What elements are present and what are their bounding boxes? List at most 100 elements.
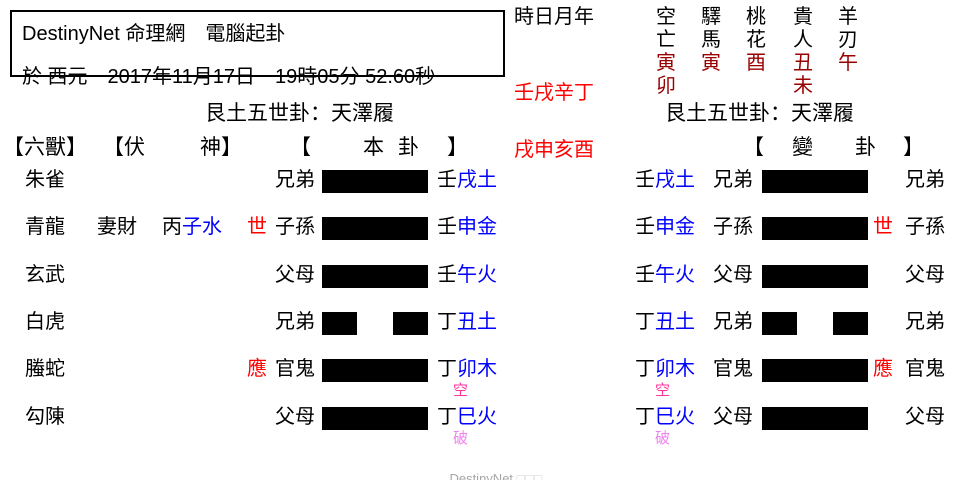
shensha-branches: 酉 — [746, 52, 766, 74]
branch-element: 戌土 — [457, 169, 497, 191]
shensha-label: 空亡 — [656, 6, 676, 51]
branch-element: 申金 — [655, 216, 695, 238]
shi-ying-mark: 世 — [247, 216, 267, 238]
stem-char: 壬 — [635, 169, 655, 191]
header-biangua-token: 【 — [743, 136, 764, 159]
header-bengua-token: 【 — [290, 136, 311, 159]
bengua-row-5: 勾陳 父母 丁 巳火 破 — [0, 405, 960, 447]
hidden-spirit-branch: 子水 — [182, 216, 222, 238]
biangua-row-4: 丁 卯木 空 官鬼 應 官鬼 — [0, 357, 960, 399]
relative-label: 官鬼 — [275, 358, 315, 380]
yao-line-bar — [762, 407, 868, 430]
branch-element: 丑土 — [655, 311, 695, 333]
watermark-tofu-boxes: □□□ — [516, 470, 544, 480]
yao-line-bar — [762, 312, 868, 335]
branch-element: 卯木 — [655, 358, 695, 380]
po-flag: 破 — [453, 430, 469, 447]
stem-char: 壬 — [635, 216, 655, 238]
yao-line-bar — [762, 170, 868, 193]
bengua-row-1: 青龍 妻財 丙 子水 世 子孫 壬 申金 — [0, 215, 960, 245]
shensha-column-yima: 驛馬 寅 — [700, 6, 722, 75]
relative-label: 父母 — [275, 406, 315, 428]
yao-line-bar — [322, 312, 428, 335]
six-beast-label: 螣蛇 — [25, 358, 65, 380]
bengua-row-3: 白虎 兄弟 丁 丑土 — [0, 310, 960, 340]
biangua-row-5: 丁 巳火 破 父母 父母 — [0, 405, 960, 447]
relative-label: 父母 — [275, 264, 315, 286]
header-hidden-spirit-open: 【伏 — [103, 136, 145, 159]
shensha-branches: 寅卯 — [656, 52, 676, 97]
header-hidden-spirit-close: 神】 — [200, 136, 242, 159]
branch-element: 申金 — [457, 216, 497, 238]
hidden-spirit-stem: 丙 — [162, 216, 182, 238]
bengua-title: 艮土五世卦：天澤履 — [205, 102, 394, 125]
shi-ying-mark: 應 — [873, 358, 893, 380]
cast-datetime: 於 西元 2017年11月17日 19時05分 52.60秒 — [22, 66, 436, 88]
yao-line-bar — [762, 217, 868, 240]
relative-label-right: 官鬼 — [905, 358, 945, 380]
header-bengua-token: 本 — [363, 136, 384, 159]
stem-char: 壬 — [437, 216, 457, 238]
shensha-label: 桃花 — [746, 6, 766, 51]
relative-label: 子孫 — [275, 216, 315, 238]
biangua-row-1: 壬 申金 子孫 世 子孫 — [0, 215, 960, 245]
branch-element: 卯木 — [457, 358, 497, 380]
branch-element: 戌土 — [655, 169, 695, 191]
relative-label-right: 子孫 — [905, 216, 945, 238]
time-pillars-branches: 戌申亥酉 — [514, 139, 594, 161]
header-biangua-token: 變 — [792, 136, 813, 159]
relative-label: 兄弟 — [275, 169, 315, 191]
po-flag: 破 — [655, 430, 671, 447]
shensha-branches: 丑未 — [793, 52, 813, 97]
branch-element: 巳火 — [457, 406, 497, 428]
relative-label: 兄弟 — [713, 169, 753, 191]
header-biangua-token: 】 — [903, 136, 924, 159]
hidden-spirit-relative: 妻財 — [97, 216, 137, 238]
time-pillars-stems: 壬戌辛丁 — [514, 82, 594, 104]
kongwang-flag: 空 — [453, 382, 469, 399]
yao-line-bar — [322, 407, 428, 430]
time-pillars-values: 壬戌辛丁 戌申亥酉 — [514, 46, 594, 198]
header-bengua-token: 】 — [447, 136, 468, 159]
six-beast-label: 勾陳 — [25, 406, 65, 428]
stem-char: 丁 — [635, 358, 655, 380]
shensha-label: 羊刃 — [838, 6, 858, 51]
six-beast-label: 玄武 — [25, 264, 65, 286]
branch-element: 巳火 — [655, 406, 695, 428]
yao-line-bar — [322, 265, 428, 288]
stem-char: 丁 — [437, 406, 457, 428]
relative-label-right: 父母 — [905, 264, 945, 286]
biangua-row-3: 丁 丑土 兄弟 兄弟 — [0, 310, 960, 340]
shensha-column-guiren: 貴人 丑未 — [792, 6, 814, 98]
shensha-branches: 午 — [838, 52, 858, 74]
header-six-beasts: 【六獸】 — [3, 136, 87, 159]
header-box: DestinyNet 命理網 電腦起卦 於 西元 2017年11月17日 19時… — [10, 10, 505, 88]
shensha-branches: 寅 — [701, 52, 721, 74]
relative-label: 父母 — [713, 264, 753, 286]
stem-char: 丁 — [437, 358, 457, 380]
stem-char: 壬 — [437, 169, 457, 191]
shi-ying-mark: 應 — [247, 358, 267, 380]
shi-ying-mark: 世 — [873, 216, 893, 238]
yao-line-bar — [322, 170, 428, 193]
yao-line-bar — [322, 217, 428, 240]
biangua-title: 艮土五世卦：天澤履 — [665, 102, 854, 125]
kongwang-flag: 空 — [655, 382, 671, 399]
six-beast-label: 青龍 — [25, 216, 65, 238]
branch-element: 丑土 — [457, 311, 497, 333]
biangua-row-0: 壬 戌土 兄弟 兄弟 — [0, 168, 960, 198]
biangua-row-2: 壬 午火 父母 父母 — [0, 263, 960, 293]
relative-label-right: 兄弟 — [905, 311, 945, 333]
stem-char: 丁 — [437, 311, 457, 333]
relative-label-right: 父母 — [905, 406, 945, 428]
header-biangua-token: 卦 — [855, 136, 876, 159]
bengua-row-0: 朱雀 兄弟 壬 戌土 — [0, 168, 960, 198]
branch-element: 午火 — [457, 264, 497, 286]
six-beast-label: 朱雀 — [25, 169, 65, 191]
time-pillars-label: 時日月年 — [514, 6, 594, 28]
yao-line-bar — [762, 359, 868, 382]
stem-char: 丁 — [635, 311, 655, 333]
header-bengua-token: 卦 — [398, 136, 419, 159]
relative-label-right: 兄弟 — [905, 169, 945, 191]
